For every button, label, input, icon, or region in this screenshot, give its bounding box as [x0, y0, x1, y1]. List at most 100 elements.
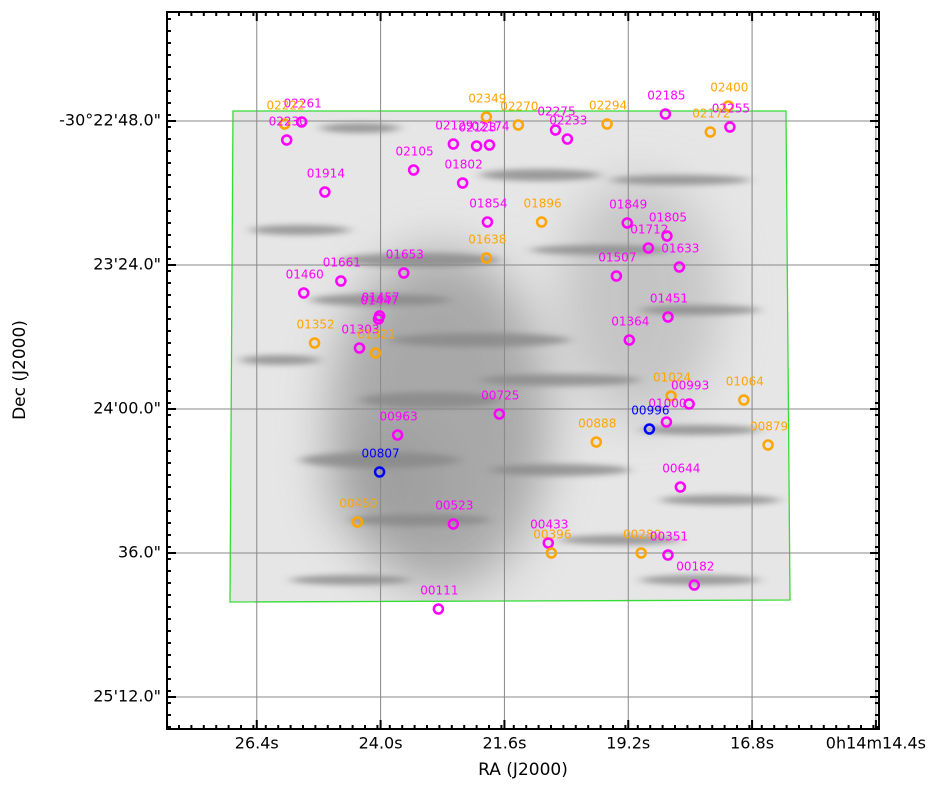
- source-label: 01460: [286, 268, 324, 282]
- source-label: 02275: [537, 105, 575, 119]
- source-label: 02185: [647, 89, 685, 103]
- source-label: 00644: [662, 462, 700, 476]
- source-label: 01805: [649, 211, 687, 225]
- source-marker: [688, 579, 701, 591]
- sky-image: [230, 111, 790, 602]
- source-label: 01653: [386, 248, 424, 262]
- source-label: 02270: [500, 100, 538, 114]
- source-label: 02172: [692, 107, 730, 121]
- source-label: 00996: [631, 404, 669, 418]
- source-marker: [447, 518, 460, 530]
- source-label: 00111: [420, 584, 458, 598]
- source-marker: [549, 124, 562, 136]
- source-label: 01303: [341, 323, 379, 337]
- plot-frame: [166, 11, 880, 730]
- source-marker: [535, 216, 548, 228]
- source-marker: [278, 118, 291, 130]
- source-marker: [447, 138, 460, 150]
- y-axis-label: Dec (J2000): [10, 320, 30, 420]
- source-label: 02230: [269, 115, 307, 129]
- source-marker: [481, 216, 494, 228]
- source-label: 02233: [549, 114, 587, 128]
- source-label: 00280: [623, 528, 661, 542]
- x-tick-label: 16.8s: [730, 734, 774, 753]
- ticks: 26.4s 24.0s 21.6s 19.2s 16.8s 0h14m14.4s -30°2…: [59, 12, 926, 753]
- source-label: 00433: [530, 518, 568, 532]
- source-label: 00450: [339, 497, 377, 511]
- source-label: 00182: [676, 560, 714, 574]
- source-label: 01507: [598, 251, 636, 265]
- source-marker: [480, 111, 493, 123]
- source-marker: [319, 186, 331, 198]
- source-label: 01802: [445, 158, 483, 172]
- source-marker: [661, 230, 673, 242]
- source-marker: [635, 547, 647, 559]
- source-marker: [391, 429, 404, 441]
- source-marker: [493, 408, 506, 420]
- source-label: 02222: [267, 99, 305, 113]
- source-marker: [407, 164, 420, 176]
- source-marker: [683, 398, 695, 410]
- source-label: 01914: [307, 167, 345, 181]
- source-marker: [610, 270, 623, 282]
- grid: [167, 12, 879, 729]
- source-label: 00963: [380, 410, 418, 424]
- source-label: 02123: [458, 121, 496, 135]
- source-label: 00725: [481, 389, 519, 403]
- source-marker: [335, 275, 347, 287]
- x-tick-label: 26.4s: [235, 734, 279, 753]
- source-marker: [724, 121, 736, 133]
- source-marker: [704, 126, 717, 138]
- source-marker: [369, 347, 382, 359]
- source-marker: [308, 337, 321, 349]
- source-marker: [542, 537, 555, 549]
- source-marker: [762, 439, 774, 451]
- source-marker: [561, 133, 574, 145]
- x-tick-label: 24.0s: [359, 734, 403, 753]
- source-label: 00351: [650, 530, 688, 544]
- y-tick-label: 23'24.0": [93, 255, 161, 274]
- source-label: 01064: [726, 375, 764, 389]
- source-marker: [659, 108, 672, 120]
- source-label: 01638: [468, 233, 506, 247]
- source-marker: [351, 516, 364, 528]
- source-marker: [642, 242, 655, 254]
- source-label: 01364: [611, 315, 649, 329]
- x-tick-label: 21.6s: [482, 734, 526, 753]
- source-marker: [398, 267, 410, 279]
- source-label: 02261: [284, 97, 322, 111]
- source-marker: [590, 436, 603, 448]
- source-label: 02400: [710, 81, 748, 95]
- source-marker: [480, 252, 493, 264]
- source-marker: [662, 549, 674, 561]
- source-marker: [372, 313, 385, 325]
- source-label: 01712: [630, 223, 668, 237]
- source-label: 00879: [750, 420, 788, 434]
- source-label: 01633: [661, 242, 699, 256]
- source-marker: [621, 217, 633, 229]
- y-tick-label: -30°22'48.0": [59, 111, 161, 130]
- source-label: 02174: [471, 120, 509, 134]
- source-label: 01451: [650, 292, 688, 306]
- source-label: 01849: [609, 198, 647, 212]
- y-tick-label: 25'12.0": [93, 687, 161, 706]
- source-label: 01457: [361, 291, 399, 305]
- source-label: 01854: [469, 197, 507, 211]
- source-label: 02349: [468, 92, 506, 106]
- source-label: 01000: [648, 397, 686, 411]
- x-tick-label: 0h14m14.4s: [826, 734, 926, 753]
- source-label: 01661: [323, 256, 361, 270]
- source-label: 02255: [712, 102, 750, 116]
- source-marker: [295, 116, 308, 128]
- source-marker: [674, 481, 687, 493]
- source-label: 01896: [523, 197, 561, 211]
- source-label: 01352: [296, 318, 334, 332]
- source-label: 01024: [653, 371, 691, 385]
- source-marker: [483, 139, 496, 151]
- source-marker: [601, 118, 613, 130]
- source-label: 01447: [360, 294, 398, 308]
- source-marker: [545, 547, 558, 559]
- source-marker: [353, 342, 366, 354]
